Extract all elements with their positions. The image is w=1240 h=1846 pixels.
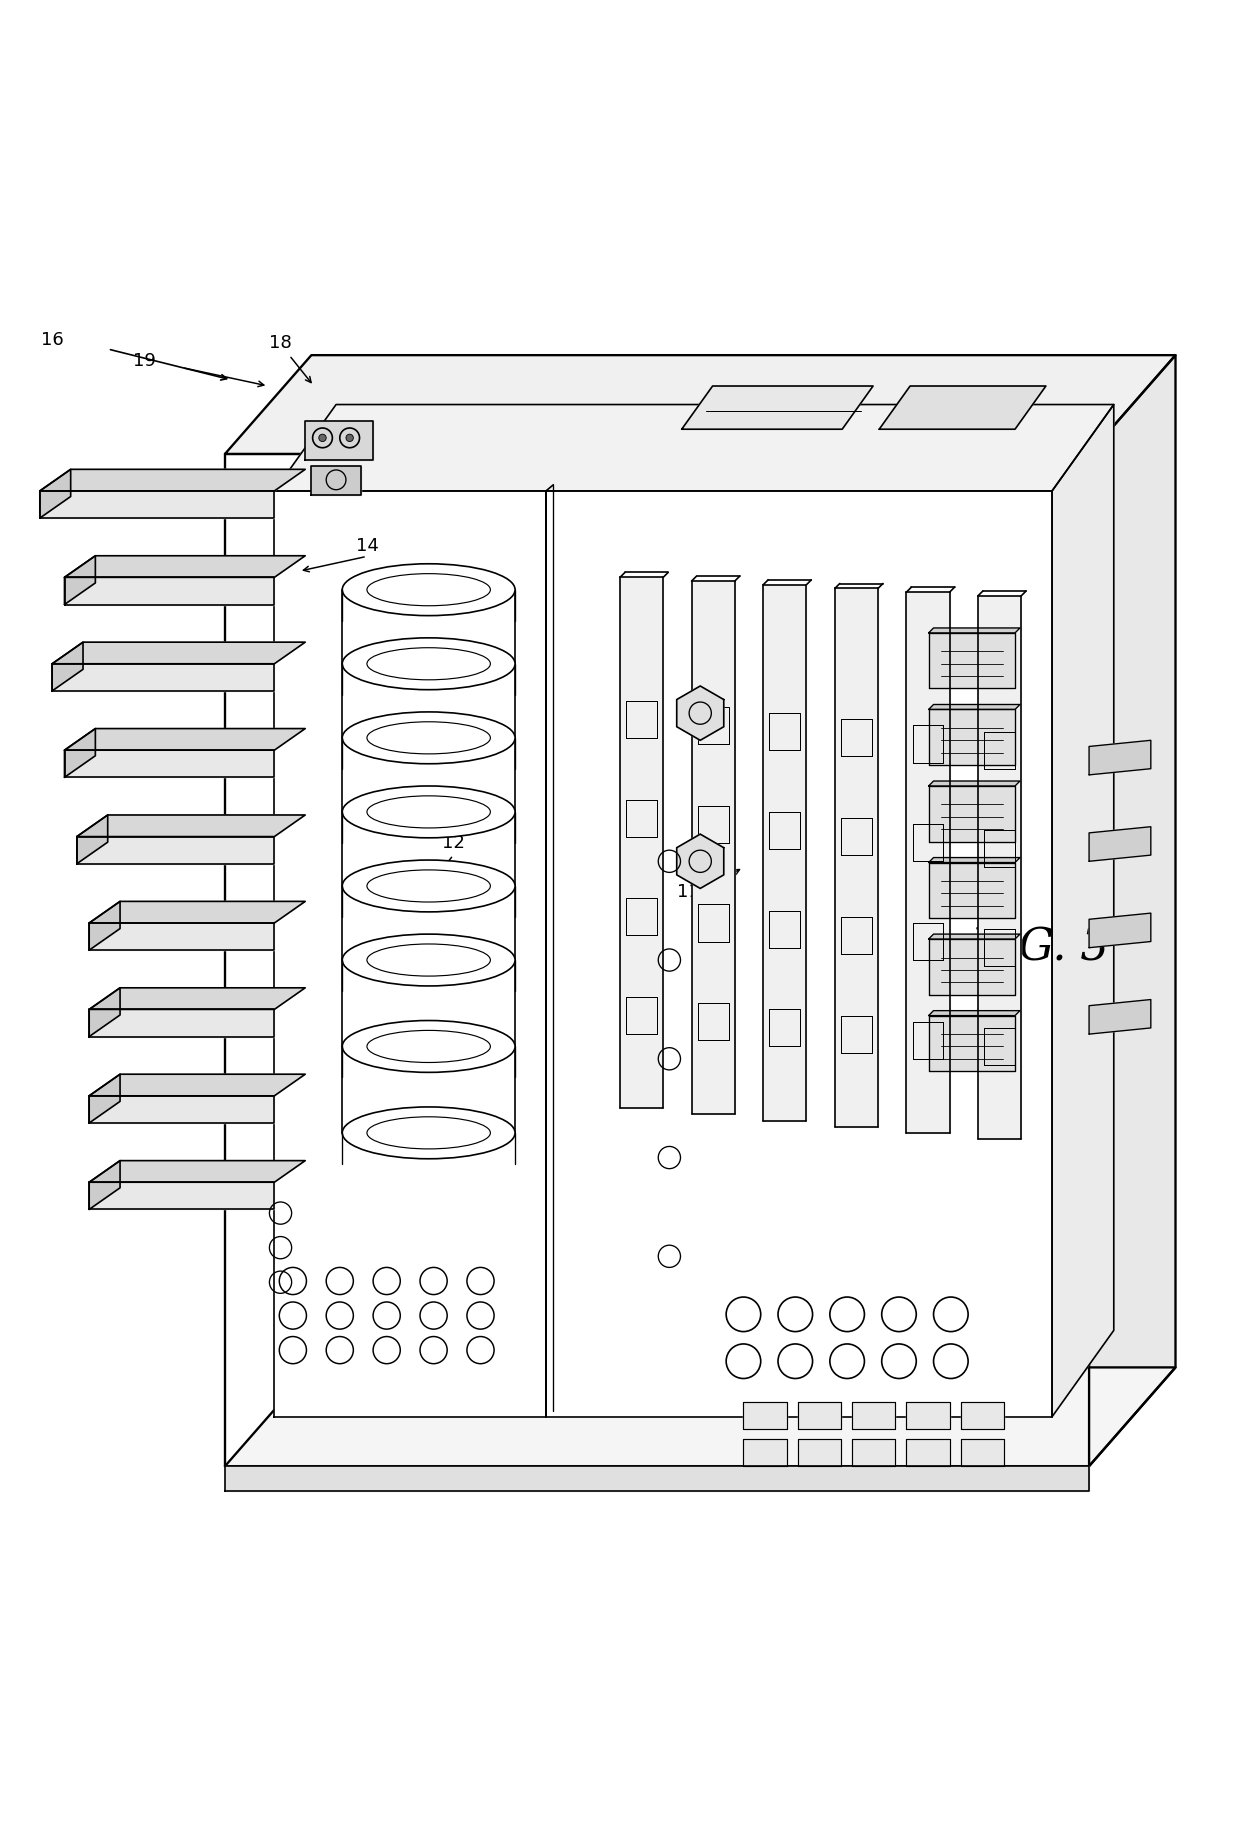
Polygon shape: [797, 1440, 841, 1466]
Polygon shape: [744, 1440, 786, 1466]
Polygon shape: [77, 814, 108, 864]
Polygon shape: [89, 1181, 274, 1209]
Polygon shape: [929, 858, 1021, 862]
Polygon shape: [311, 467, 361, 495]
Polygon shape: [929, 705, 1021, 709]
Polygon shape: [852, 1401, 895, 1429]
Polygon shape: [929, 1010, 1021, 1015]
Polygon shape: [40, 469, 305, 491]
Polygon shape: [224, 354, 1176, 454]
Polygon shape: [929, 1015, 1016, 1071]
Ellipse shape: [342, 1021, 515, 1073]
Polygon shape: [89, 901, 120, 951]
Polygon shape: [274, 404, 1114, 491]
Polygon shape: [224, 1466, 1089, 1492]
Polygon shape: [40, 491, 274, 519]
Polygon shape: [1089, 354, 1176, 1466]
Polygon shape: [961, 1401, 1004, 1429]
Polygon shape: [64, 729, 305, 749]
Polygon shape: [906, 1440, 950, 1466]
Polygon shape: [929, 786, 1016, 842]
Polygon shape: [52, 665, 274, 690]
Polygon shape: [620, 578, 663, 1108]
Text: 19: 19: [134, 353, 156, 371]
Polygon shape: [89, 988, 120, 1037]
Polygon shape: [929, 934, 1021, 940]
Text: FIG. 3: FIG. 3: [970, 927, 1110, 969]
Text: 18: 18: [269, 334, 291, 353]
Polygon shape: [763, 585, 806, 1121]
Polygon shape: [89, 901, 305, 923]
Polygon shape: [52, 642, 83, 690]
Text: 11: 11: [677, 882, 699, 901]
Circle shape: [319, 434, 326, 441]
Polygon shape: [89, 1074, 305, 1097]
Polygon shape: [274, 491, 1052, 1416]
Polygon shape: [929, 781, 1021, 786]
Polygon shape: [929, 940, 1016, 995]
Polygon shape: [52, 642, 305, 665]
Text: 12: 12: [441, 834, 465, 851]
Polygon shape: [978, 596, 1022, 1139]
Polygon shape: [677, 687, 724, 740]
Polygon shape: [89, 988, 305, 1010]
Polygon shape: [929, 628, 1021, 633]
Polygon shape: [77, 836, 274, 864]
Polygon shape: [224, 454, 1089, 1466]
Polygon shape: [40, 469, 71, 519]
Polygon shape: [64, 578, 274, 604]
Polygon shape: [677, 834, 724, 888]
Polygon shape: [1052, 404, 1114, 1416]
Polygon shape: [1089, 827, 1151, 862]
Polygon shape: [224, 1368, 1176, 1466]
Polygon shape: [305, 421, 373, 460]
Polygon shape: [1089, 740, 1151, 775]
Polygon shape: [64, 729, 95, 777]
Circle shape: [346, 434, 353, 441]
Polygon shape: [89, 1074, 120, 1122]
Text: 14: 14: [356, 537, 378, 556]
Ellipse shape: [342, 1108, 515, 1159]
Polygon shape: [77, 814, 305, 836]
Polygon shape: [929, 709, 1016, 764]
Ellipse shape: [342, 934, 515, 986]
Polygon shape: [89, 1097, 274, 1122]
Polygon shape: [89, 1161, 305, 1181]
Ellipse shape: [342, 786, 515, 838]
Polygon shape: [797, 1401, 841, 1429]
Polygon shape: [906, 1401, 950, 1429]
Polygon shape: [852, 1440, 895, 1466]
Ellipse shape: [342, 860, 515, 912]
Polygon shape: [682, 386, 873, 430]
Text: 16: 16: [41, 330, 63, 349]
Ellipse shape: [342, 639, 515, 690]
Polygon shape: [64, 556, 95, 604]
Polygon shape: [64, 749, 274, 777]
Polygon shape: [1089, 914, 1151, 947]
Ellipse shape: [342, 713, 515, 764]
Polygon shape: [961, 1440, 1004, 1466]
Polygon shape: [89, 923, 274, 951]
Polygon shape: [906, 593, 950, 1133]
Polygon shape: [929, 862, 1016, 917]
Polygon shape: [1089, 999, 1151, 1034]
Polygon shape: [89, 1161, 120, 1209]
Ellipse shape: [342, 563, 515, 615]
Polygon shape: [64, 556, 305, 578]
Polygon shape: [879, 386, 1045, 430]
Polygon shape: [929, 633, 1016, 689]
Polygon shape: [835, 589, 878, 1126]
Polygon shape: [89, 1010, 274, 1037]
Polygon shape: [744, 1401, 786, 1429]
Polygon shape: [692, 581, 735, 1115]
